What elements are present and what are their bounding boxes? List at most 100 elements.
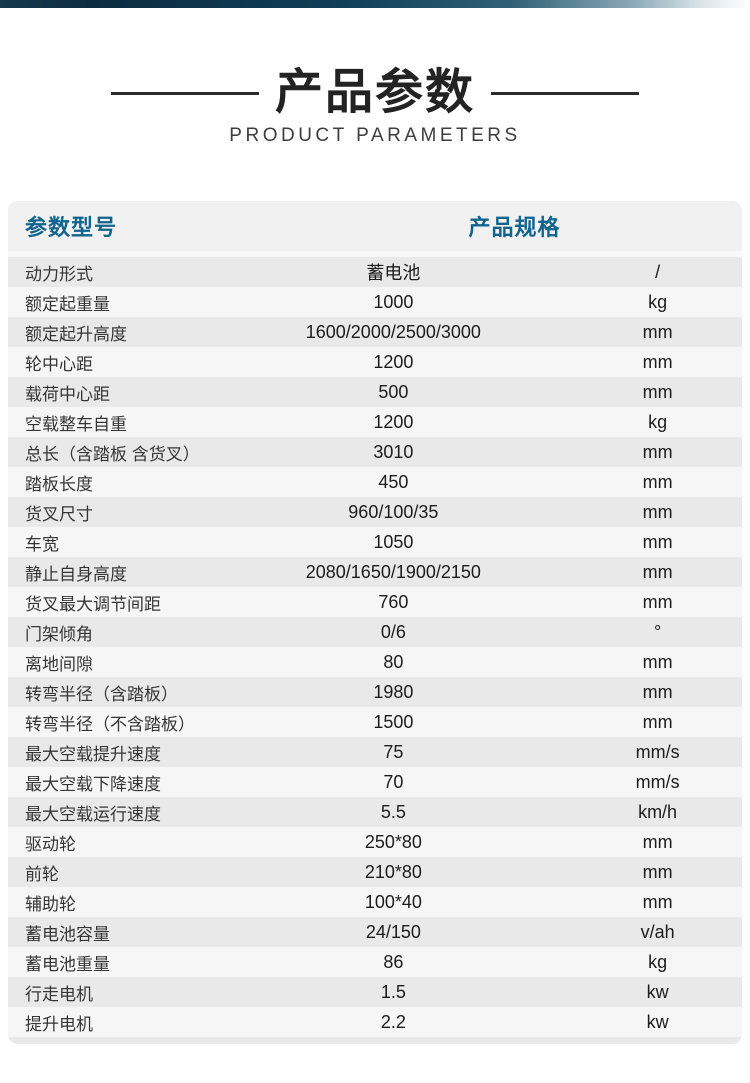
param-value: 5.5: [380, 801, 406, 822]
param-unit: mm/s: [635, 741, 680, 762]
param-unit: °: [653, 621, 662, 642]
table-row: 行走电机 1.5 kw: [8, 977, 742, 1008]
table-row: 最大空载运行速度 5.5 km/h: [8, 797, 742, 828]
table-row: 货叉最大调节间距 760 mm: [8, 587, 742, 618]
param-unit: /: [655, 261, 661, 282]
table-row: 额定起重量 1000 kg: [8, 287, 742, 318]
param-label: 最大空载提升速度: [25, 744, 161, 764]
param-unit: km/h: [638, 801, 678, 822]
param-unit: mm: [642, 501, 673, 522]
param-unit: mm: [642, 561, 673, 582]
param-value: 80: [383, 651, 404, 672]
param-value: 210*80: [364, 861, 422, 882]
parameters-table: 动力形式 蓄电池 / 额定起重量 1000 kg 额定起升高度 1600/200…: [8, 257, 742, 1038]
param-label: 转弯半径（不含踏板）: [25, 714, 195, 734]
param-label: 轮中心距: [25, 354, 93, 374]
param-unit: mm: [642, 831, 673, 852]
table-row: 踏板长度 450 mm: [8, 467, 742, 498]
param-unit: kg: [648, 951, 668, 972]
param-label: 离地间隙: [25, 654, 93, 674]
param-label: 最大空载下降速度: [25, 774, 161, 794]
title-rule-right: [491, 91, 639, 95]
param-value: 760: [378, 591, 409, 612]
param-label: 提升电机: [25, 1014, 93, 1034]
table-row: 提升电机 2.2 kw: [8, 1007, 742, 1038]
table-row: 静止自身高度 2080/1650/1900/2150 mm: [8, 557, 742, 588]
param-label: 空载整车自重: [25, 414, 127, 434]
param-value: 蓄电池: [366, 263, 421, 284]
param-value: 70: [383, 771, 404, 792]
table-row: 载荷中心距 500 mm: [8, 377, 742, 408]
param-value: 1.5: [380, 981, 406, 1002]
param-label: 转弯半径（含踏板）: [25, 684, 178, 704]
param-value: 500: [378, 381, 409, 402]
param-value: 100*40: [364, 891, 422, 912]
table-row: 货叉尺寸 960/100/35 mm: [8, 497, 742, 528]
param-label: 货叉尺寸: [25, 504, 93, 524]
table-row: 驱动轮 250*80 mm: [8, 827, 742, 858]
param-unit: mm: [642, 441, 673, 462]
param-value: 0/6: [380, 621, 406, 642]
param-unit: v/ah: [640, 921, 675, 942]
param-label: 踏板长度: [25, 474, 93, 494]
param-label: 额定起升高度: [25, 324, 127, 344]
parameters-card: 参数型号 产品规格 动力形式 蓄电池 / 额定起重量 1000 kg 额定起升高…: [8, 201, 742, 1045]
param-label: 辅助轮: [25, 894, 76, 914]
param-label: 蓄电池容量: [25, 924, 110, 944]
param-value: 1050: [373, 531, 414, 552]
param-unit: mm: [642, 591, 673, 612]
param-label: 前轮: [25, 864, 59, 884]
param-value: 960/100/35: [348, 501, 439, 522]
param-value: 2.2: [380, 1011, 406, 1032]
param-unit: mm: [642, 681, 673, 702]
param-label: 载荷中心距: [25, 384, 110, 404]
param-value: 24/150: [365, 921, 421, 942]
table-row: 转弯半径（不含踏板） 1500 mm: [8, 707, 742, 738]
param-label: 驱动轮: [25, 834, 76, 854]
table-row: 额定起升高度 1600/2000/2500/3000 mm: [8, 317, 742, 348]
param-value: 1200: [373, 411, 414, 432]
table-row: 辅助轮 100*40 mm: [8, 887, 742, 918]
table-row: 蓄电池重量 86 kg: [8, 947, 742, 978]
table-header-divider: [8, 251, 742, 258]
param-unit: mm: [642, 651, 673, 672]
param-unit: kw: [646, 981, 669, 1002]
table-row: 轮中心距 1200 mm: [8, 347, 742, 378]
param-unit: mm: [642, 711, 673, 732]
param-unit: mm/s: [635, 771, 680, 792]
param-value: 1600/2000/2500/3000: [305, 321, 481, 342]
param-label: 行走电机: [25, 984, 93, 1004]
param-label: 静止自身高度: [25, 564, 127, 584]
param-value: 3010: [373, 441, 414, 462]
param-label: 额定起重量: [25, 294, 110, 314]
param-value: 450: [378, 471, 409, 492]
param-unit: mm: [642, 381, 673, 402]
column-header-spec: 产品规格: [468, 215, 561, 241]
param-label: 最大空载运行速度: [25, 804, 161, 824]
param-value: 75: [383, 741, 404, 762]
param-unit: mm: [642, 861, 673, 882]
title-rule-left: [110, 91, 259, 95]
table-row: 前轮 210*80 mm: [8, 857, 742, 888]
param-label: 动力形式: [25, 264, 93, 284]
table-row: 蓄电池容量 24/150 v/ah: [8, 917, 742, 948]
table-row: 门架倾角 0/6 °: [8, 617, 742, 648]
section-title-block: 产品参数: [0, 67, 750, 118]
page-subtitle: PRODUCT PARAMETERS: [229, 125, 521, 147]
param-label: 门架倾角: [25, 624, 93, 644]
table-row: 空载整车自重 1200 kg: [8, 407, 742, 438]
param-unit: kg: [648, 291, 668, 312]
param-value: 1200: [373, 351, 414, 372]
table-row: 转弯半径（含踏板） 1980 mm: [8, 677, 742, 708]
param-unit: mm: [642, 531, 673, 552]
table-row: 动力形式 蓄电池 /: [8, 257, 742, 288]
param-unit: mm: [642, 471, 673, 492]
column-header-parameter: 参数型号: [25, 215, 118, 241]
top-accent-bar: [0, 0, 750, 8]
param-unit: mm: [642, 351, 673, 372]
param-value: 2080/1650/1900/2150: [305, 561, 481, 582]
param-unit: mm: [642, 321, 673, 342]
table-row: 总长（含踏板 含货叉） 3010 mm: [8, 437, 742, 468]
param-label: 蓄电池重量: [25, 954, 110, 974]
table-header-row: 参数型号 产品规格: [8, 201, 742, 252]
